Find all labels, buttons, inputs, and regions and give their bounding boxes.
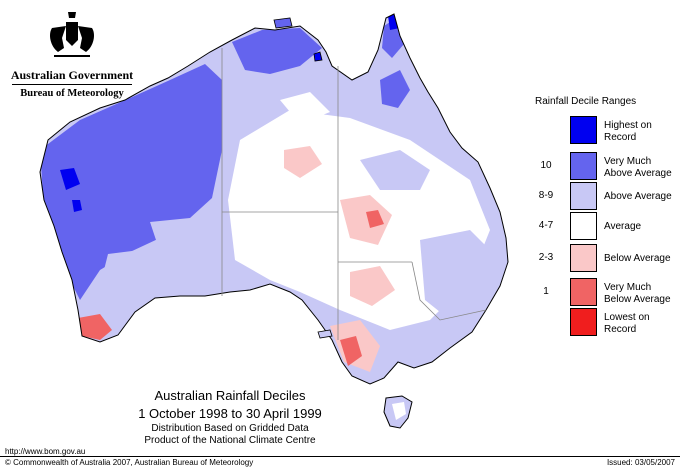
legend-label: Highest on Record — [604, 120, 680, 144]
map-title: Australian Rainfall Deciles — [154, 388, 306, 403]
mainland — [39, 13, 509, 385]
legend-swatch — [570, 308, 597, 336]
region-below-central — [340, 195, 392, 245]
islands — [273, 17, 333, 339]
tasmania — [383, 395, 413, 429]
legend-label: Average — [604, 221, 680, 233]
legend-label-line: Highest on — [604, 120, 652, 131]
region-very-much-above-qld — [380, 70, 410, 108]
legend-item: 10 Very Much Above Average — [530, 152, 680, 182]
legend-label: Lowest on Record — [604, 312, 680, 336]
region-very-much-above-north — [232, 28, 322, 74]
legend-label-line: Very Much — [604, 156, 652, 167]
website-link[interactable]: http://www.bom.gov.au — [5, 447, 86, 456]
map-note-1: Distribution Based on Gridded Data — [151, 423, 309, 434]
legend-label-line: Below Average — [604, 294, 671, 305]
map-period: 1 October 1998 to 30 April 1999 — [138, 406, 322, 421]
legend-item: 4-7 Average — [530, 212, 680, 242]
region-above-wa-blobs — [104, 218, 194, 276]
legend-swatch — [570, 278, 597, 306]
legend-range: 10 — [540, 160, 552, 171]
legend-title: Rainfall Decile Ranges — [535, 96, 637, 107]
map-note-2: Product of the National Climate Centre — [144, 435, 316, 446]
island-kangaroo — [317, 329, 333, 339]
legend-item: Highest on Record — [530, 116, 680, 146]
tasmania-average — [392, 402, 406, 420]
coat-of-arms-icon — [50, 12, 94, 57]
legend-item: 8-9 Above Average — [530, 182, 680, 212]
legend-item: 1 Very Much Below Average — [530, 278, 680, 308]
legend-label: Very Much Above Average — [604, 156, 680, 180]
legend-label-line: Record — [604, 324, 637, 335]
legend-swatch — [570, 182, 597, 210]
legend-label-line: Above Average — [604, 191, 672, 202]
legend-label-line: Average — [604, 221, 642, 232]
legend-item: Lowest on Record — [530, 308, 680, 338]
issued-date: Issued: 03/05/2007 — [606, 458, 675, 467]
legend-item: 2-3 Below Average — [530, 244, 680, 274]
region-below-nt — [284, 146, 322, 178]
legend-label: Below Average — [604, 253, 680, 265]
island-groote — [313, 51, 323, 62]
region-very-much-below-sw — [78, 314, 112, 340]
copyright-notice: © Commonwealth of Australia 2007, Austra… — [5, 458, 254, 467]
legend-range: 8-9 — [538, 190, 554, 201]
region-below-sa — [350, 266, 395, 306]
legend-label: Very Much Below Average — [604, 282, 680, 306]
logo-divider — [12, 84, 132, 85]
border-sa-nsw — [411, 261, 487, 321]
legend-swatch — [570, 244, 597, 272]
bureau-name: Bureau of Meteorology — [20, 88, 124, 99]
region-above-central-qld — [360, 150, 430, 190]
region-above-east — [420, 230, 495, 320]
legend-swatch — [570, 116, 597, 144]
region-highest-wa — [60, 168, 80, 190]
government-name: Australian Government — [10, 68, 134, 82]
mainland-outline — [39, 13, 509, 385]
region-average-nt — [280, 92, 330, 124]
legend-swatch — [570, 212, 597, 240]
region-highest-wa-2 — [72, 200, 82, 212]
legend-label-line: Very Much — [604, 282, 652, 293]
state-borders — [221, 48, 487, 340]
region-very-much-below-vic — [340, 336, 362, 366]
legend-range: 4-7 — [538, 220, 554, 231]
legend-label-line: Above Average — [604, 168, 672, 179]
legend-label-line: Lowest on — [604, 312, 650, 323]
legend-swatch — [570, 152, 597, 180]
legend-label: Above Average — [604, 191, 680, 203]
legend-label-line: Below Average — [604, 253, 671, 264]
island-tiwi — [273, 17, 293, 29]
region-very-much-below-central — [366, 210, 384, 228]
legend-range: 2-3 — [538, 252, 554, 263]
legend-label-line: Record — [604, 132, 637, 143]
footer-divider — [0, 456, 680, 457]
legend-range: 1 — [543, 286, 549, 297]
region-very-much-above-west — [40, 64, 222, 300]
